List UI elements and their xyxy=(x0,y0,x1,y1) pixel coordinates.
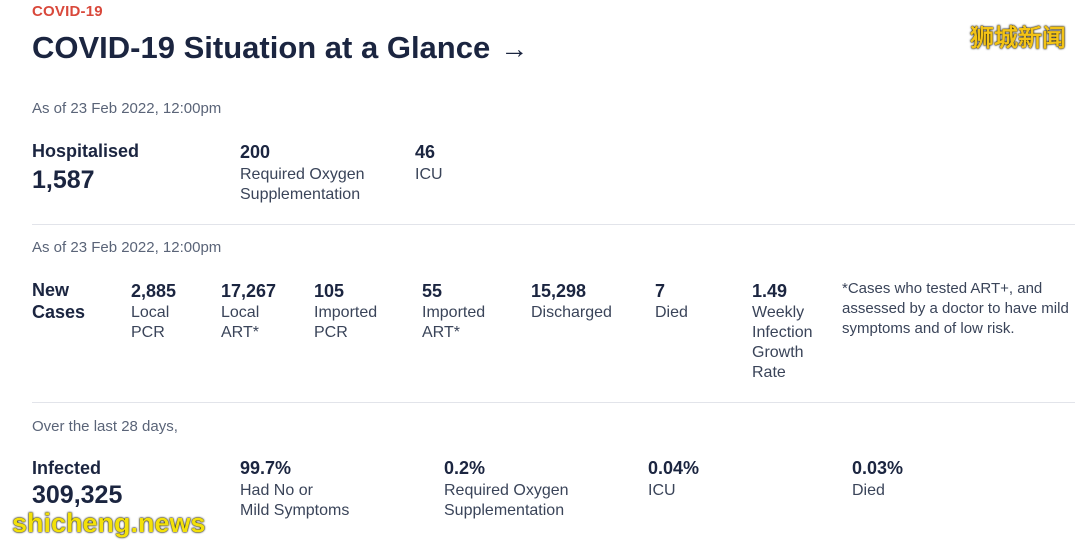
watermark-bottom: shicheng.news xyxy=(12,508,206,538)
divider xyxy=(32,402,1075,403)
local-art-value: 17,267 xyxy=(221,281,277,301)
discharged-label: Discharged xyxy=(531,304,612,321)
local-art-label: Local ART* xyxy=(221,303,259,343)
hospitalised-label: Hospitalised xyxy=(32,141,140,161)
mild-label-line1: Had No or xyxy=(240,482,313,499)
page-title-text: COVID-19 Situation at a Glance xyxy=(32,30,491,65)
oxygen-label-line1: Required Oxygen xyxy=(240,166,365,183)
local-pcr-value: 2,885 xyxy=(131,281,177,301)
died-label: Died xyxy=(655,304,688,321)
eyebrow-label: COVID-19 xyxy=(32,3,103,20)
oxygen-pct-label: Required Oxygen Supplementation xyxy=(444,481,569,521)
page-title[interactable]: COVID-19 Situation at a Glance → xyxy=(32,30,528,66)
infected-label: Infected xyxy=(32,458,102,478)
hospitalised-total: 1,587 xyxy=(32,166,95,194)
growth-rate-label: Weekly Infection Growth Rate xyxy=(752,303,812,383)
imported-art-label-line2: ART* xyxy=(422,324,460,341)
local-art-label-line2: ART* xyxy=(221,324,259,341)
died-pct-label: Died xyxy=(852,482,885,499)
new-cases-label-line2: Cases xyxy=(32,302,86,322)
imported-pcr-value: 105 xyxy=(314,281,345,301)
icu-pct-value: 0.04% xyxy=(648,458,700,478)
local-art-label-line1: Local xyxy=(221,304,260,321)
oxygen-pct-label-line2: Supplementation xyxy=(444,502,565,519)
new-cases-label-line1: New xyxy=(32,280,70,300)
icu-label: ICU xyxy=(415,166,443,183)
growth-label-line2: Infection xyxy=(752,324,813,341)
icu-value: 46 xyxy=(415,142,436,162)
mild-label: Had No or Mild Symptoms xyxy=(240,481,349,521)
local-pcr-label: Local PCR xyxy=(131,303,169,343)
art-footnote: *Cases who tested ART+, and assessed by … xyxy=(842,280,1069,337)
oxygen-pct-value: 0.2% xyxy=(444,458,486,478)
divider xyxy=(32,224,1075,225)
local-pcr-label-line1: Local xyxy=(131,304,170,321)
local-pcr-label-line2: PCR xyxy=(131,324,165,341)
oxygen-value: 200 xyxy=(240,142,271,162)
discharged-value: 15,298 xyxy=(531,281,587,301)
imported-pcr-label-line2: PCR xyxy=(314,324,348,341)
died-value: 7 xyxy=(655,281,666,301)
mild-label-line2: Mild Symptoms xyxy=(240,502,350,519)
imported-art-label: Imported ART* xyxy=(422,303,485,343)
mild-value: 99.7% xyxy=(240,458,292,478)
infected-total: 309,325 xyxy=(32,481,123,509)
died-pct-value: 0.03% xyxy=(852,458,904,478)
growth-label-line3: Growth xyxy=(752,344,804,361)
icu-pct-label: ICU xyxy=(648,482,676,499)
oxygen-pct-label-line1: Required Oxygen xyxy=(444,482,569,499)
hospital-asof: As of 23 Feb 2022, 12:00pm xyxy=(32,100,222,117)
growth-rate-value: 1.49 xyxy=(752,281,788,301)
growth-label-line1: Weekly xyxy=(752,304,805,321)
growth-label-line4: Rate xyxy=(752,364,786,381)
last28-asof: Over the last 28 days, xyxy=(32,418,178,435)
imported-art-label-line1: Imported xyxy=(422,304,486,321)
oxygen-label: Required Oxygen Supplementation xyxy=(240,165,365,205)
watermark-top: 狮城新闻 xyxy=(970,25,1066,52)
imported-pcr-label: Imported PCR xyxy=(314,303,377,343)
new-cases-label: New Cases xyxy=(32,279,85,323)
imported-pcr-label-line1: Imported xyxy=(314,304,378,321)
cases-asof: As of 23 Feb 2022, 12:00pm xyxy=(32,239,222,256)
imported-art-value: 55 xyxy=(422,281,443,301)
oxygen-label-line2: Supplementation xyxy=(240,186,361,203)
arrow-right-icon[interactable]: → xyxy=(500,33,529,64)
